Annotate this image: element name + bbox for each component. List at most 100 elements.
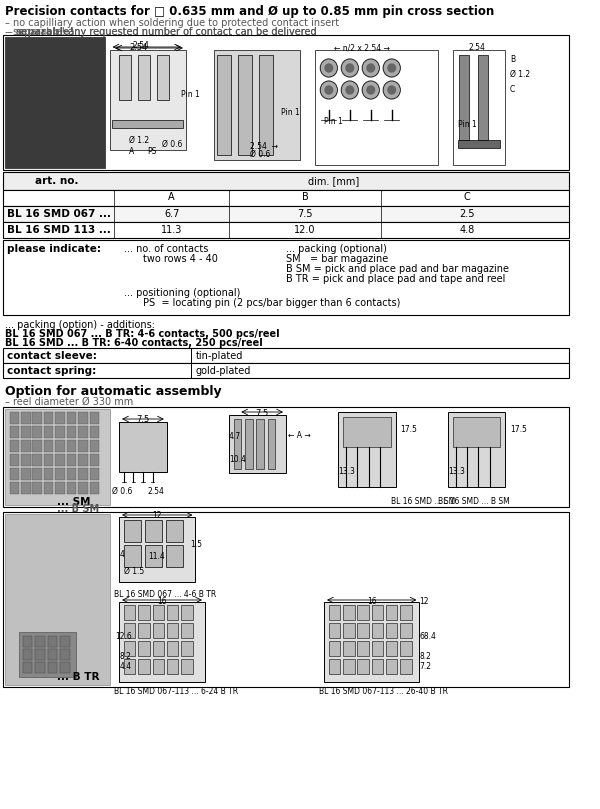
Bar xyxy=(55,412,65,424)
Text: 11.3: 11.3 xyxy=(161,225,182,235)
Bar xyxy=(268,419,275,469)
Text: 1.5: 1.5 xyxy=(191,540,203,549)
Bar xyxy=(166,545,183,567)
Bar xyxy=(10,426,19,438)
Bar xyxy=(10,468,19,480)
Text: BL 16 SMD 067 ... 4-6 B TR: BL 16 SMD 067 ... 4-6 B TR xyxy=(115,590,217,599)
Bar xyxy=(89,412,99,424)
Bar xyxy=(229,415,286,473)
Bar xyxy=(166,520,183,542)
Bar xyxy=(145,545,162,567)
Bar xyxy=(181,659,193,674)
Bar xyxy=(138,605,149,620)
Bar xyxy=(124,545,141,567)
Bar xyxy=(372,641,383,656)
Text: 13.3: 13.3 xyxy=(338,467,355,476)
Bar xyxy=(358,623,369,638)
Text: Ø 0.6: Ø 0.6 xyxy=(250,150,270,159)
Bar xyxy=(32,440,42,452)
Text: 11.4: 11.4 xyxy=(148,552,164,561)
Bar xyxy=(32,426,42,438)
Bar xyxy=(35,662,45,673)
Text: 4.4: 4.4 xyxy=(119,662,131,671)
Bar xyxy=(372,623,383,638)
Text: 2.54  →: 2.54 → xyxy=(250,142,278,151)
Bar xyxy=(3,206,569,222)
Circle shape xyxy=(341,59,358,77)
Bar xyxy=(343,623,355,638)
Text: A: A xyxy=(128,147,134,156)
Bar xyxy=(329,623,340,638)
Text: gold-plated: gold-plated xyxy=(196,366,251,376)
Text: – separable! any requested number of contact can be delivered: – separable! any requested number of con… xyxy=(5,27,317,37)
Bar xyxy=(329,641,340,656)
Text: ... packing (optional): ... packing (optional) xyxy=(286,244,387,254)
Text: 7.2: 7.2 xyxy=(419,662,431,671)
Text: 6.7: 6.7 xyxy=(164,209,179,219)
Bar xyxy=(3,348,569,363)
Text: – no capilliary action when soldering due to protected contact insert: – no capilliary action when soldering du… xyxy=(5,18,339,28)
Bar xyxy=(5,37,105,168)
Text: PS  = locating pin (2 pcs/bar bigger than 6 contacts): PS = locating pin (2 pcs/bar bigger than… xyxy=(143,298,400,308)
Text: Pin 1: Pin 1 xyxy=(458,120,476,129)
Text: 4.8: 4.8 xyxy=(460,225,475,235)
Bar xyxy=(124,659,136,674)
Bar xyxy=(400,641,412,656)
Bar xyxy=(338,412,395,487)
Text: BL 16 SMD 067-113 ... 6-24 B TR: BL 16 SMD 067-113 ... 6-24 B TR xyxy=(115,687,239,696)
Bar xyxy=(67,482,76,494)
Bar xyxy=(138,623,149,638)
Circle shape xyxy=(341,81,358,99)
Text: 12: 12 xyxy=(419,597,429,606)
Bar xyxy=(110,50,186,150)
Bar xyxy=(3,363,569,378)
Bar xyxy=(238,55,251,155)
Bar xyxy=(44,454,53,466)
Text: Pin 1: Pin 1 xyxy=(181,90,200,99)
Bar xyxy=(78,482,88,494)
Bar xyxy=(55,468,65,480)
Text: Pin 1: Pin 1 xyxy=(281,108,300,117)
Text: dim. [mm]: dim. [mm] xyxy=(308,176,359,186)
Bar xyxy=(55,454,65,466)
Text: Ø 1.2: Ø 1.2 xyxy=(510,70,530,79)
Bar xyxy=(460,55,469,140)
Bar xyxy=(89,482,99,494)
Text: ... positioning (optional): ... positioning (optional) xyxy=(124,288,240,298)
Bar xyxy=(44,440,53,452)
Text: – reel diameter Ø 330 mm: – reel diameter Ø 330 mm xyxy=(5,397,133,407)
Bar xyxy=(152,623,164,638)
Text: Precision contacts for □ 0.635 mm and Ø up to 0.85 mm pin cross section: Precision contacts for □ 0.635 mm and Ø … xyxy=(5,5,494,18)
Text: BL 16 SMD 067-113 ... 26-40 B TR: BL 16 SMD 067-113 ... 26-40 B TR xyxy=(319,687,448,696)
Bar xyxy=(386,605,397,620)
Bar xyxy=(386,623,397,638)
Bar xyxy=(245,419,253,469)
Bar xyxy=(23,662,32,673)
Circle shape xyxy=(383,81,400,99)
Bar xyxy=(78,454,88,466)
Bar xyxy=(32,482,42,494)
Text: art. no.: art. no. xyxy=(35,176,79,186)
Text: BL 16 SMD 067 ... B TR: 4-6 contacts, 500 pcs/reel: BL 16 SMD 067 ... B TR: 4-6 contacts, 50… xyxy=(5,329,280,339)
Text: 17.5: 17.5 xyxy=(510,425,527,434)
Bar xyxy=(119,55,131,100)
Bar xyxy=(21,440,31,452)
Text: PS: PS xyxy=(148,147,157,156)
Bar xyxy=(138,641,149,656)
Text: Option for automatic assembly: Option for automatic assembly xyxy=(5,385,221,398)
Bar xyxy=(44,482,53,494)
Bar xyxy=(119,422,167,472)
Bar xyxy=(60,649,70,660)
Bar xyxy=(21,454,31,466)
Text: 2.54: 2.54 xyxy=(133,41,149,50)
Circle shape xyxy=(320,59,337,77)
Bar xyxy=(3,35,569,170)
Bar xyxy=(23,636,32,647)
Bar xyxy=(124,520,141,542)
Text: 68.4: 68.4 xyxy=(419,632,436,641)
Bar xyxy=(3,407,569,507)
Circle shape xyxy=(320,81,337,99)
Bar xyxy=(119,602,205,682)
Text: ← n/2 x 2.54 →: ← n/2 x 2.54 → xyxy=(334,43,390,52)
Text: 7.5: 7.5 xyxy=(256,409,269,418)
